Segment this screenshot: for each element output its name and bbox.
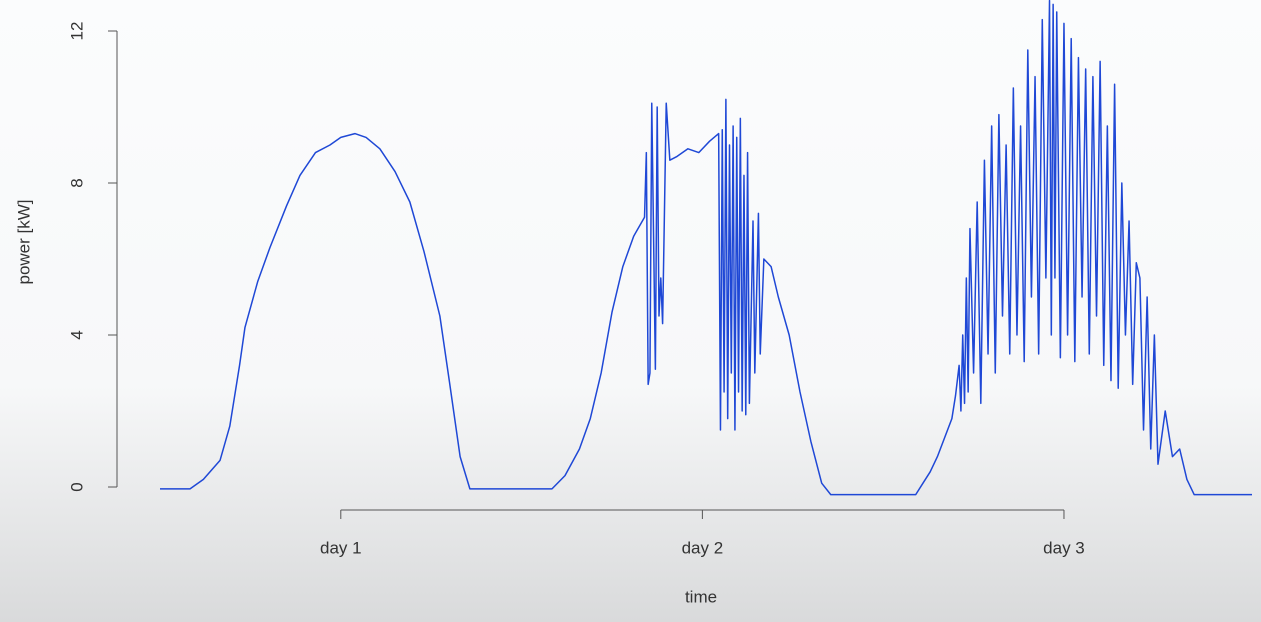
data-line (160, 0, 1252, 496)
x-tick-label: day 1 (320, 538, 362, 557)
x-tick-label: day 3 (1043, 538, 1085, 557)
y-tick-label: 0 (67, 482, 86, 491)
x-tick-label: day 2 (682, 538, 724, 557)
x-axis-label: time (685, 587, 717, 606)
y-axis-label: power [kW] (14, 199, 33, 284)
y-tick-label: 8 (67, 178, 86, 187)
y-tick-label: 12 (67, 22, 86, 41)
y-tick-label: 4 (67, 330, 86, 339)
